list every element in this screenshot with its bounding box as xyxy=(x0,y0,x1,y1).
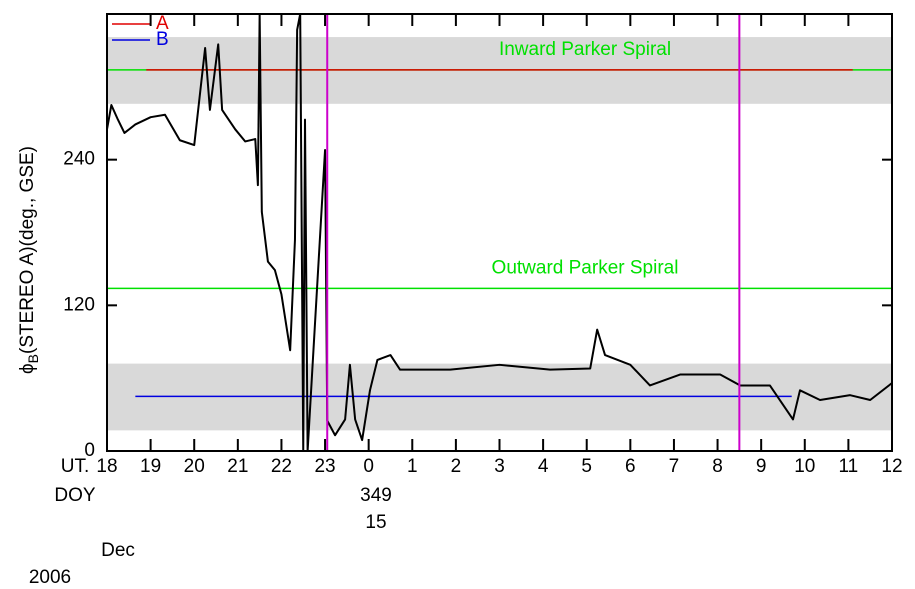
x-tick-label: 1 xyxy=(407,456,418,477)
x-tick-label: 0 xyxy=(363,456,374,477)
doy-value: 349 xyxy=(360,485,392,506)
x-tick-label: 22 xyxy=(271,456,292,477)
y-label-subscript: B xyxy=(25,354,41,363)
x-tick-label: 11 xyxy=(839,456,859,477)
x-tick-label: 18 xyxy=(96,456,117,477)
legend-label: B xyxy=(156,29,169,50)
y-label-text: (STEREO A)(deg., GSE) xyxy=(17,146,38,354)
series-line xyxy=(106,13,893,452)
x-tick-label: 3 xyxy=(494,456,505,477)
reference-label: Inward Parker Spiral xyxy=(499,39,671,60)
x-tick-label: 10 xyxy=(794,456,815,477)
x-tick-label: 19 xyxy=(140,456,161,477)
year-label: 2006 xyxy=(29,567,71,588)
month-label: Dec xyxy=(101,540,135,561)
doy-label: DOY xyxy=(54,485,96,506)
x-tick-label: 23 xyxy=(314,456,335,477)
y-label-symbol: ϕ xyxy=(17,363,38,374)
x-tick-label: 9 xyxy=(756,456,767,477)
y-axis-label: ϕB(STEREO A)(deg., GSE) xyxy=(17,146,41,374)
x-tick-label: 8 xyxy=(712,456,723,477)
ut-label: UT. xyxy=(61,456,90,477)
y-tick-label: 0 xyxy=(84,440,95,461)
day-value: 15 xyxy=(365,512,386,533)
x-tick-label: 7 xyxy=(669,456,680,477)
x-tick-label: 21 xyxy=(227,456,248,477)
x-tick-label: 6 xyxy=(625,456,636,477)
x-tick-label: 2 xyxy=(451,456,462,477)
reference-label: Outward Parker Spiral xyxy=(492,257,679,278)
legend-label: A xyxy=(156,13,169,34)
x-tick-label: 5 xyxy=(581,456,592,477)
x-tick-label: 12 xyxy=(881,456,902,477)
y-tick-label: 120 xyxy=(63,294,95,315)
y-tick-label: 240 xyxy=(63,149,95,170)
x-tick-label: 4 xyxy=(538,456,549,477)
x-tick-label: 20 xyxy=(184,456,205,477)
